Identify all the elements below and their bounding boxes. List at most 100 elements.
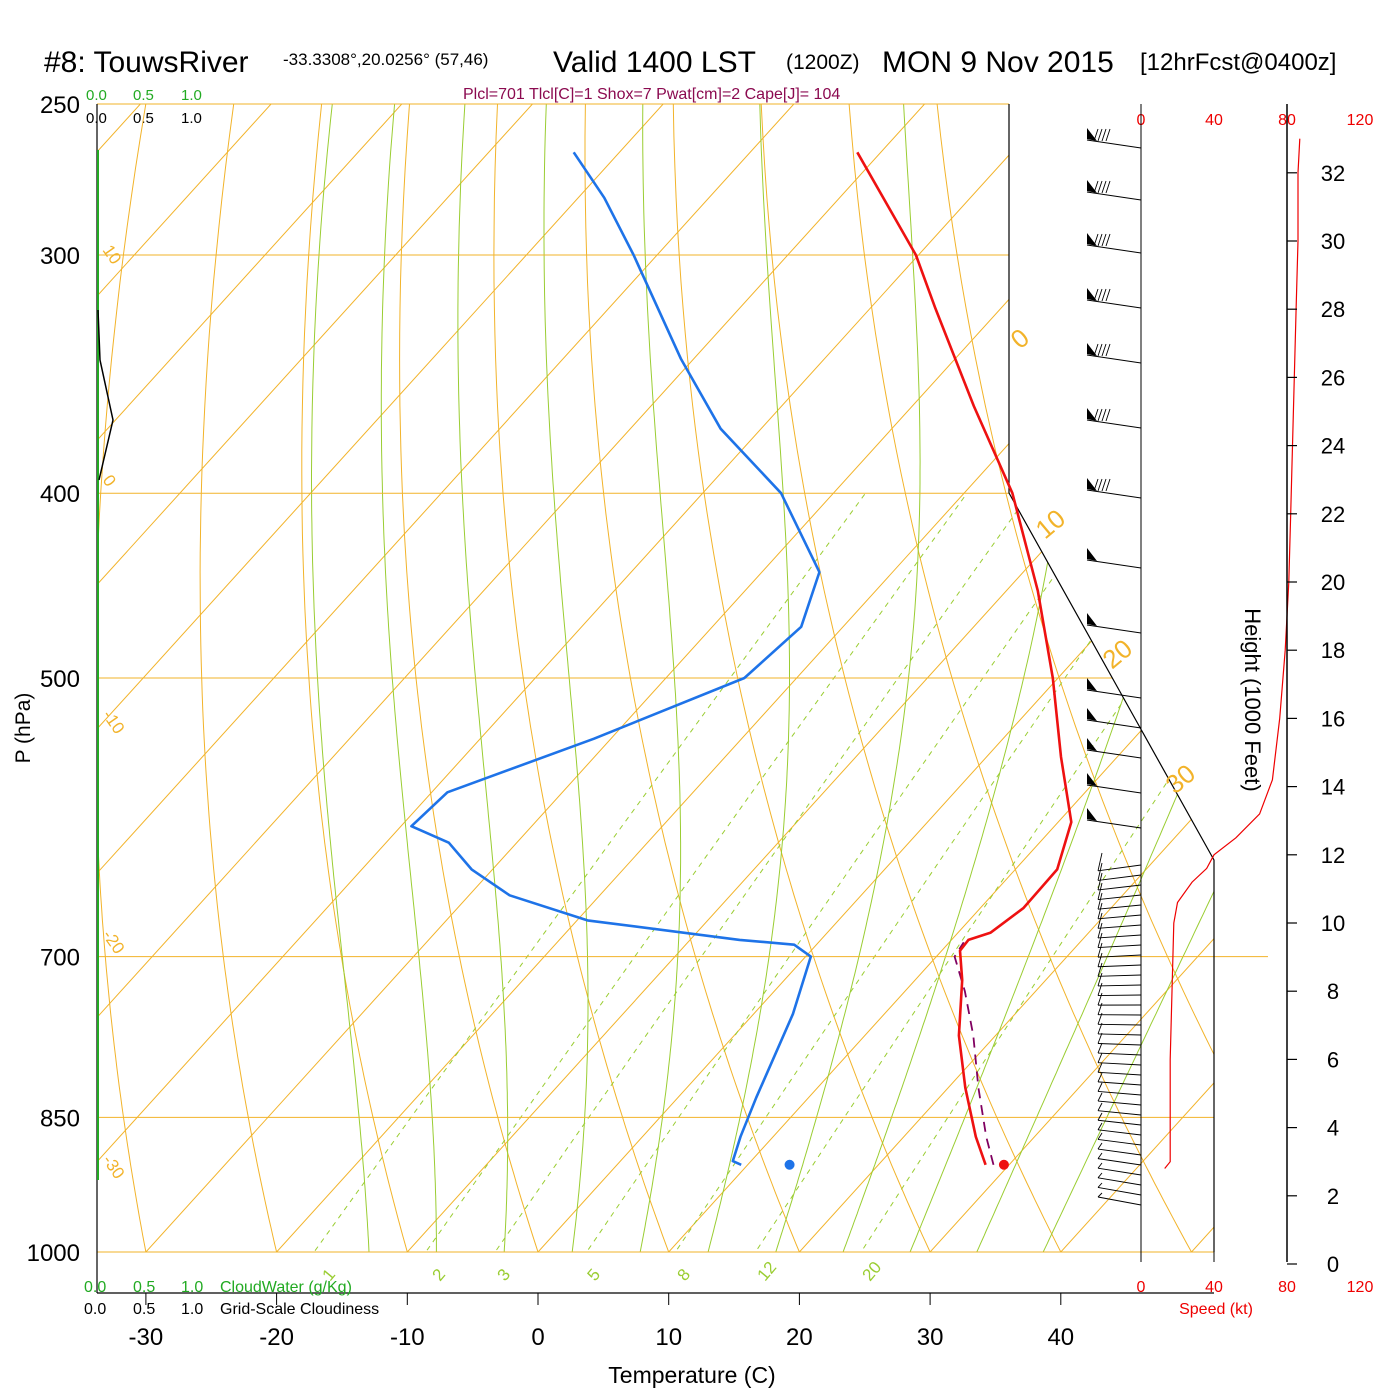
wind-barb-staff <box>1086 624 1142 634</box>
wind-barb-pennant <box>1087 288 1097 301</box>
speed-axis-label: Speed (kt) <box>1179 1301 1253 1318</box>
height-tick-label: 6 <box>1327 1047 1339 1072</box>
zulu-time: (1200Z) <box>786 51 860 74</box>
cloudiness-scale-bottom: 0.0 0.5 1.0 Grid-Scale Cloudiness <box>84 1301 379 1318</box>
mixing-ratio-label: 2 <box>429 1265 450 1284</box>
wind-barb-feather <box>1097 912 1103 929</box>
moist-adiabat <box>827 104 1080 1252</box>
pressure-tick-label: 250 <box>40 92 80 119</box>
wind-barb-staff <box>1097 994 1142 996</box>
wind-barb-feather <box>1097 1092 1103 1102</box>
wind-barb-staff <box>1097 1100 1142 1106</box>
wind-barb <box>1097 912 1142 929</box>
wind-barb <box>1097 1072 1142 1086</box>
wind-barb-pennant <box>1087 678 1097 691</box>
mixing-ratio-line <box>632 492 1193 1252</box>
wind-barb-pennant <box>1087 738 1097 751</box>
wind-barb-feather <box>1097 1112 1103 1121</box>
isotherm-line <box>97 104 303 1252</box>
mixing-ratio-labels: 1 2 3 5 8 12 20 <box>319 1258 886 1285</box>
wind-barb-feather <box>1105 343 1111 357</box>
dry-adiabat <box>97 104 157 1252</box>
wind-barb <box>1097 1062 1142 1076</box>
isotherm-line <box>97 104 956 1252</box>
wind-barb <box>1086 128 1142 149</box>
moist-adiabat <box>762 104 921 1252</box>
isotherm-line <box>108 104 1214 1252</box>
wind-barb <box>1097 1132 1142 1146</box>
surface-dewpoint-dot <box>784 1159 795 1170</box>
wind-barb-feather <box>1101 343 1107 357</box>
pressure-tick-label: 850 <box>40 1105 80 1132</box>
isotherm-line <box>97 104 564 1252</box>
wind-barb <box>1097 892 1142 910</box>
wind-barb-pennant <box>1087 708 1097 721</box>
station-title: #8: TouwsRiver <box>44 46 249 79</box>
wind-barb-staff <box>1097 1052 1142 1056</box>
wind-barb-feather <box>1097 1062 1103 1073</box>
wind-barb <box>1097 882 1142 901</box>
height-tick-label: 0 <box>1327 1252 1339 1277</box>
temperature-tick-label: -10 <box>390 1324 425 1351</box>
isotherm-line <box>893 104 1214 1252</box>
wind-barb-feather <box>1097 1162 1103 1169</box>
wind-barb-staff <box>1097 1148 1142 1156</box>
dry-adiabat <box>399 104 555 1252</box>
wind-barb-feather <box>1105 180 1111 194</box>
wind-barb-staff <box>1086 749 1142 759</box>
wind-barb <box>1086 738 1142 759</box>
sounding-indices: Plcl=701 Tlcl[C]=1 Shox=7 Pwat[cm]=2 Cap… <box>463 86 840 103</box>
wind-barb-staff <box>1097 944 1142 948</box>
wind-barb-staff <box>1097 1110 1142 1116</box>
wind-barb-feather <box>1097 862 1103 881</box>
wind-barb-staff <box>1097 1043 1142 1046</box>
wind-barb <box>1097 932 1142 948</box>
height-tick-label: 4 <box>1327 1116 1339 1141</box>
moist-adiabat-lines <box>311 104 1214 1252</box>
cloudiness-profile <box>97 309 114 481</box>
wind-barb <box>1097 942 1142 958</box>
wind-barb-feather <box>1097 992 1103 1006</box>
wind-barb-feather <box>1093 128 1099 142</box>
wind-barb-feather <box>1097 852 1103 871</box>
temperature-trace <box>856 151 1073 1166</box>
isotherm-line <box>501 104 1214 1252</box>
wind-barb <box>1097 1022 1142 1036</box>
wind-barb <box>1097 1192 1142 1206</box>
wind-barb-feather <box>1101 478 1107 492</box>
theta-e-label: 30 <box>1160 758 1201 800</box>
mixing-ratio-line <box>267 492 866 1252</box>
mixing-ratio-line <box>819 492 1214 1252</box>
valid-date: MON 9 Nov 2015 <box>882 46 1114 79</box>
cloudiness-tick: 0.5 <box>133 1301 155 1318</box>
wind-barb <box>1086 233 1142 254</box>
wind-barb-pennant <box>1087 548 1097 561</box>
wind-barb <box>1086 773 1142 794</box>
wind-barb <box>1097 992 1142 1006</box>
wind-barb-staff <box>1086 191 1142 201</box>
dry-adiabat <box>759 104 1087 1252</box>
wind-barb <box>1097 1092 1142 1106</box>
wind-barb-feather <box>1101 408 1107 422</box>
speed-axis-top: 0 40 80 120 <box>1137 112 1374 129</box>
dry-adiabat <box>301 104 422 1252</box>
height-tick-label: 10 <box>1321 911 1345 936</box>
wind-barb <box>1097 1102 1142 1116</box>
isotherm-line <box>97 104 825 1252</box>
wind-barb <box>1097 1052 1142 1066</box>
isotherm-lines <box>97 104 1214 1252</box>
wind-barb-feather <box>1097 1042 1103 1054</box>
moist-adiabat <box>958 104 1214 1252</box>
pressure-tick-label: 300 <box>40 243 80 270</box>
dry-adiabat <box>1368 70 1400 1300</box>
speed-tick: 40 <box>1205 112 1223 129</box>
moist-adiabat <box>631 104 682 1252</box>
wind-barb-feather <box>1097 922 1103 939</box>
cloudwater-tick: 1.0 <box>181 1279 203 1296</box>
wind-barb <box>1097 902 1142 920</box>
moist-adiabat <box>1023 104 1214 1252</box>
temperature-tick-label: 30 <box>917 1324 944 1351</box>
wind-barb <box>1086 180 1142 201</box>
wind-barb-staff <box>1086 299 1142 309</box>
